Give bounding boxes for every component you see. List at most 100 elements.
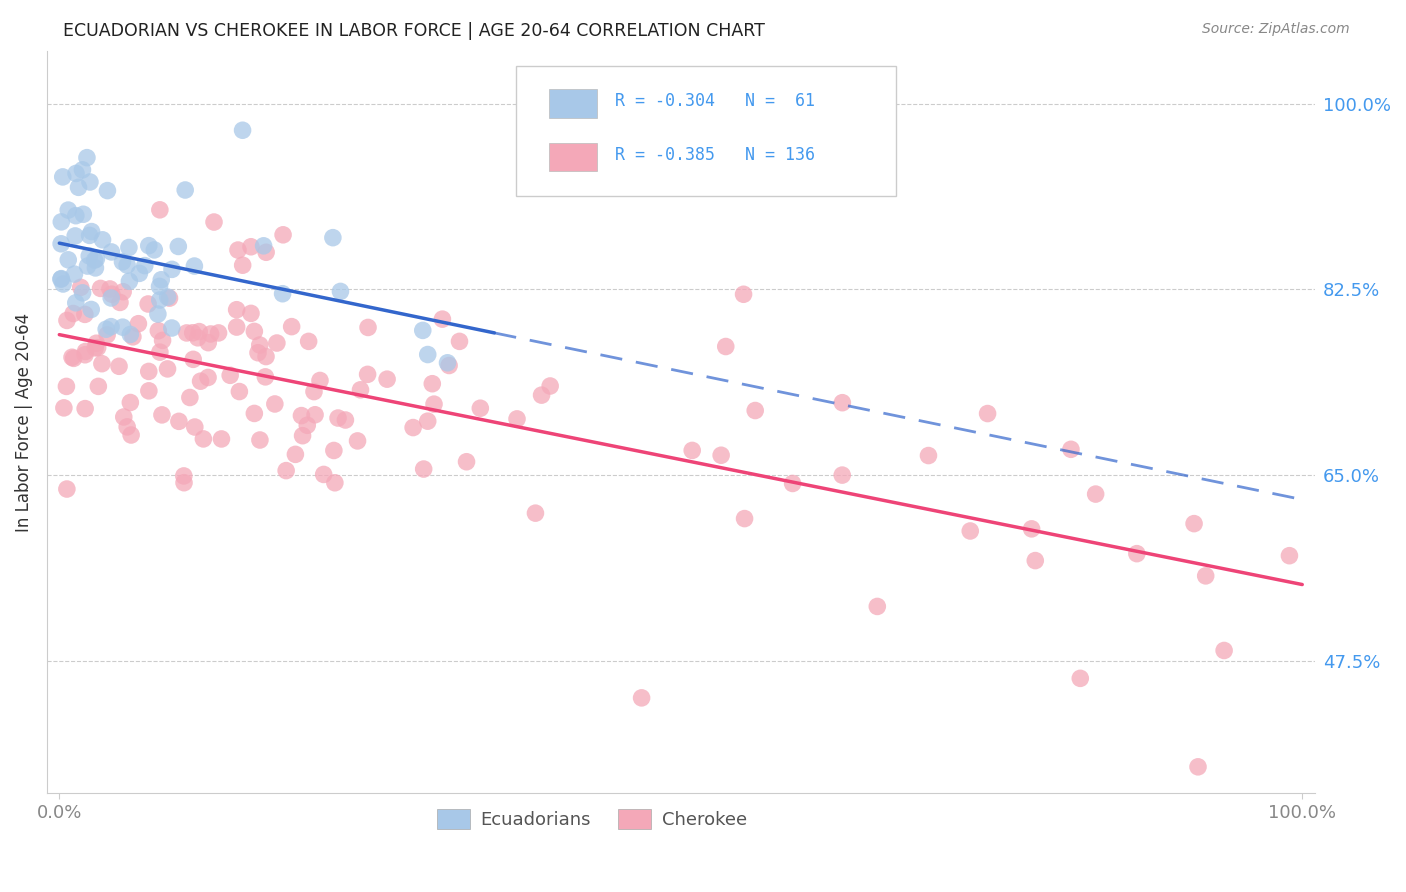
Point [63, 267, 86, 281]
Point [225, 302, 247, 317]
Point [243, 324, 266, 338]
Point [240, 306, 263, 320]
Point [149, 345, 172, 359]
Point [959, 524, 981, 538]
Point [87, 379, 110, 393]
Point [412, 323, 434, 337]
Point [49, 236, 72, 251]
Point [249, 433, 271, 447]
Point [190, 374, 212, 388]
Point [148, 324, 170, 338]
Point [112, 409, 135, 424]
Point [69, 280, 91, 294]
Point [1195, 569, 1218, 583]
Point [309, 374, 332, 388]
Point [100, 291, 122, 305]
Point [423, 397, 446, 411]
Point [276, 464, 298, 478]
Point [271, 286, 294, 301]
Text: R = -0.304   N =  61: R = -0.304 N = 61 [614, 92, 815, 111]
Point [357, 320, 380, 334]
Point [302, 384, 325, 399]
Point [1187, 760, 1209, 774]
Legend: Ecuadorians, Cherokee: Ecuadorians, Cherokee [430, 802, 754, 837]
Point [197, 335, 219, 350]
Point [150, 273, 173, 287]
Point [329, 285, 352, 299]
Point [63, 228, 86, 243]
Point [284, 447, 307, 461]
Point [173, 469, 195, 483]
FancyBboxPatch shape [548, 89, 598, 118]
Point [1126, 547, 1149, 561]
Point [246, 345, 269, 359]
Point [52, 401, 75, 415]
Point [375, 372, 398, 386]
Point [112, 285, 135, 299]
Point [122, 330, 145, 344]
Point [263, 397, 285, 411]
Point [456, 455, 478, 469]
Point [436, 356, 458, 370]
Point [710, 448, 733, 462]
Point [80, 225, 103, 239]
Point [83, 253, 105, 268]
Point [134, 259, 156, 273]
Point [312, 467, 335, 482]
Point [86, 336, 108, 351]
Point [120, 428, 142, 442]
Point [524, 506, 547, 520]
Point [84, 260, 107, 275]
Point [138, 238, 160, 252]
Point [202, 215, 225, 229]
Point [322, 443, 344, 458]
Point [200, 326, 222, 341]
Point [73, 307, 96, 321]
Point [1060, 442, 1083, 457]
Point [1024, 553, 1046, 567]
Point [65, 295, 87, 310]
Point [530, 388, 553, 402]
Point [630, 690, 652, 705]
Point [449, 334, 471, 349]
Point [167, 239, 190, 253]
Point [152, 334, 174, 348]
Point [254, 370, 277, 384]
Point [120, 395, 142, 409]
Point [146, 307, 169, 321]
Point [118, 274, 141, 288]
Point [252, 239, 274, 253]
Point [181, 326, 204, 340]
Point [56, 482, 79, 496]
Point [184, 420, 207, 434]
Point [356, 368, 378, 382]
Point [138, 384, 160, 398]
Point [150, 408, 173, 422]
Point [86, 341, 108, 355]
Point [76, 259, 98, 273]
Point [156, 290, 179, 304]
Point [52, 169, 75, 184]
Point [207, 326, 229, 340]
Point [326, 411, 349, 425]
Point [1084, 487, 1107, 501]
Point [96, 327, 118, 342]
Point [271, 227, 294, 242]
Point [349, 383, 371, 397]
Point [782, 476, 804, 491]
Point [187, 331, 209, 345]
Point [100, 319, 122, 334]
Point [73, 348, 96, 362]
Point [249, 338, 271, 352]
Point [243, 406, 266, 420]
Point [228, 384, 250, 399]
Point [65, 166, 87, 180]
Text: Source: ZipAtlas.com: Source: ZipAtlas.com [1202, 22, 1350, 37]
Point [75, 401, 97, 416]
Point [115, 420, 138, 434]
Point [831, 468, 853, 483]
Point [291, 428, 314, 442]
Point [86, 252, 108, 266]
Point [416, 414, 439, 428]
Point [58, 252, 80, 267]
